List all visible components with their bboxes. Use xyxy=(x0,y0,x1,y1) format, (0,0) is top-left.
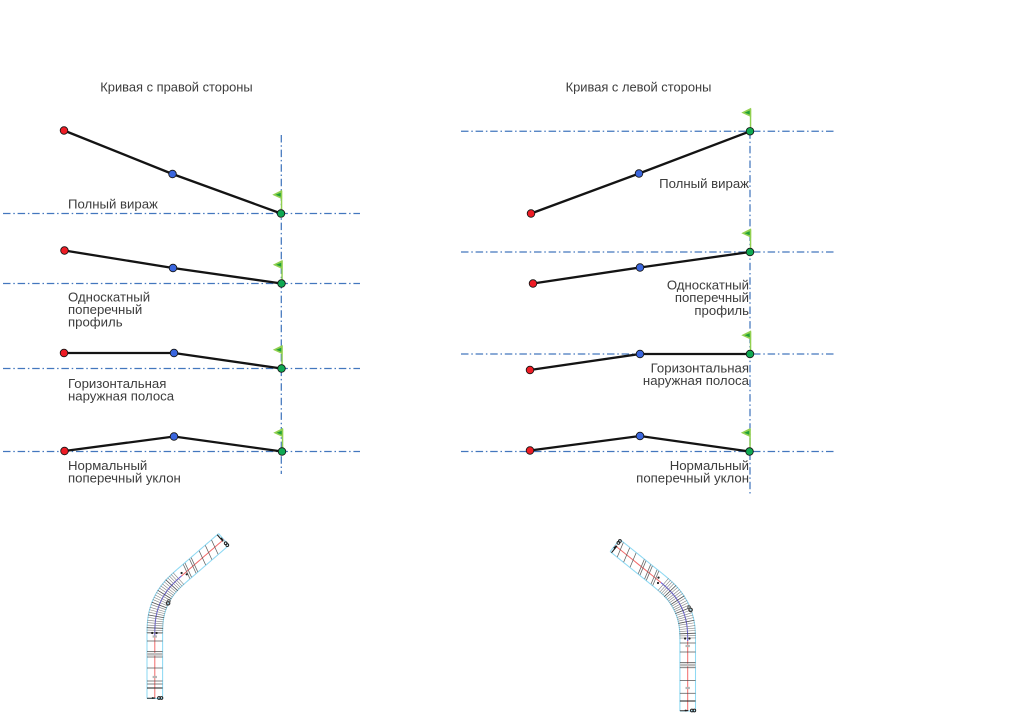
svg-text:наружная полоса: наружная полоса xyxy=(643,373,750,388)
svg-text:поперечный: поперечный xyxy=(675,290,749,305)
svg-text:наружная полоса: наружная полоса xyxy=(68,388,175,403)
svg-text:Горизонтальная: Горизонтальная xyxy=(68,376,166,391)
svg-text:поперечный уклон: поперечный уклон xyxy=(68,471,181,486)
svg-text:поперечный уклон: поперечный уклон xyxy=(636,471,749,486)
svg-text:Нормальный: Нормальный xyxy=(68,458,147,473)
svg-text:Полный вираж: Полный вираж xyxy=(659,176,749,191)
svg-text:профиль: профиль xyxy=(694,303,749,318)
svg-text:Односкатный: Односкатный xyxy=(667,278,749,293)
svg-text:Односкатный: Односкатный xyxy=(68,289,150,304)
svg-text:Полный вираж: Полный вираж xyxy=(68,197,158,212)
svg-text:поперечный: поперечный xyxy=(68,302,142,317)
svg-text:Кривая с левой стороны: Кривая с левой стороны xyxy=(566,79,712,94)
svg-text:Нормальный: Нормальный xyxy=(670,458,749,473)
svg-text:Горизонтальная: Горизонтальная xyxy=(651,361,749,376)
svg-text:профиль: профиль xyxy=(68,315,123,330)
svg-text:Кривая с правой стороны: Кривая с правой стороны xyxy=(100,79,252,94)
